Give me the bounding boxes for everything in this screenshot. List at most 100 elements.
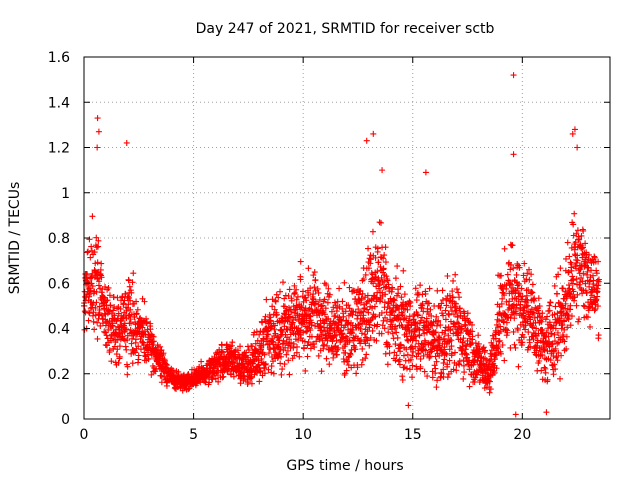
data-point <box>527 316 534 323</box>
data-point <box>279 328 286 335</box>
data-point <box>499 341 506 348</box>
x-tick-label: 20 <box>513 427 531 443</box>
data-point <box>510 309 517 316</box>
data-point <box>553 353 560 360</box>
data-point <box>449 288 456 295</box>
data-point <box>265 366 272 373</box>
data-point <box>433 384 440 391</box>
data-point <box>218 348 225 355</box>
data-point <box>514 326 521 333</box>
data-point <box>551 311 558 318</box>
data-point <box>304 342 311 349</box>
data-point <box>585 251 592 258</box>
data-point <box>97 322 104 329</box>
data-point <box>510 265 517 272</box>
data-point <box>406 313 413 320</box>
data-point <box>539 310 546 317</box>
data-point <box>254 369 261 376</box>
data-point <box>328 308 335 315</box>
data-point <box>392 275 399 282</box>
data-point <box>463 351 470 358</box>
data-point <box>120 300 127 307</box>
data-point <box>400 305 407 312</box>
data-point <box>529 281 536 288</box>
data-point <box>427 306 434 313</box>
data-point <box>413 297 420 304</box>
data-point <box>370 280 377 287</box>
data-point <box>334 351 341 358</box>
data-point <box>322 305 329 312</box>
data-point <box>293 349 300 356</box>
data-point <box>554 290 561 297</box>
data-point <box>570 221 577 228</box>
data-point <box>392 341 399 348</box>
data-point <box>574 257 581 264</box>
data-point <box>433 322 440 329</box>
data-point <box>381 252 388 259</box>
data-point <box>523 303 530 310</box>
data-point <box>302 367 309 374</box>
data-point <box>359 290 366 297</box>
data-point <box>580 227 587 234</box>
data-point <box>274 354 281 361</box>
data-point <box>520 272 527 279</box>
data-point <box>569 130 576 137</box>
data-point <box>407 356 414 363</box>
data-point <box>212 375 219 382</box>
data-point <box>398 294 405 301</box>
data-point <box>526 313 533 320</box>
data-point <box>551 361 558 368</box>
data-point <box>378 309 385 316</box>
data-point <box>496 337 503 344</box>
data-point <box>105 284 112 291</box>
data-point <box>272 330 279 337</box>
data-point <box>318 368 325 375</box>
data-point <box>262 360 269 367</box>
data-point <box>257 367 264 374</box>
data-point <box>378 219 385 226</box>
data-point <box>304 353 311 360</box>
data-point <box>284 318 291 325</box>
data-point <box>570 288 577 295</box>
data-point <box>147 326 154 333</box>
data-point <box>591 254 598 261</box>
data-point <box>501 292 508 299</box>
data-point <box>125 277 132 284</box>
data-point <box>383 273 390 280</box>
data-point <box>137 346 144 353</box>
data-point <box>415 312 422 319</box>
data-point <box>358 336 365 343</box>
data-point <box>445 332 452 339</box>
data-point <box>423 315 430 322</box>
data-point <box>135 352 142 359</box>
data-point <box>237 343 244 350</box>
data-point <box>324 342 331 349</box>
data-point <box>461 369 468 376</box>
data-point <box>297 276 304 283</box>
data-point <box>321 311 328 318</box>
data-point <box>265 331 272 338</box>
data-point <box>544 348 551 355</box>
data-point <box>564 311 571 318</box>
data-point <box>524 302 531 309</box>
data-point <box>442 307 449 314</box>
data-point <box>103 342 110 349</box>
data-point <box>438 300 445 307</box>
data-point <box>580 302 587 309</box>
data-point <box>116 343 123 350</box>
data-point <box>434 377 441 384</box>
data-point <box>573 275 580 282</box>
data-point <box>533 325 540 332</box>
data-point <box>450 277 457 284</box>
data-point <box>234 347 241 354</box>
data-point <box>263 296 270 303</box>
data-point <box>130 270 137 277</box>
data-point <box>580 270 587 277</box>
data-point <box>557 309 564 316</box>
data-point <box>453 367 460 374</box>
data-point <box>331 299 338 306</box>
data-point <box>285 357 292 364</box>
data-point <box>437 322 444 329</box>
data-point <box>143 318 150 325</box>
data-point <box>576 281 583 288</box>
